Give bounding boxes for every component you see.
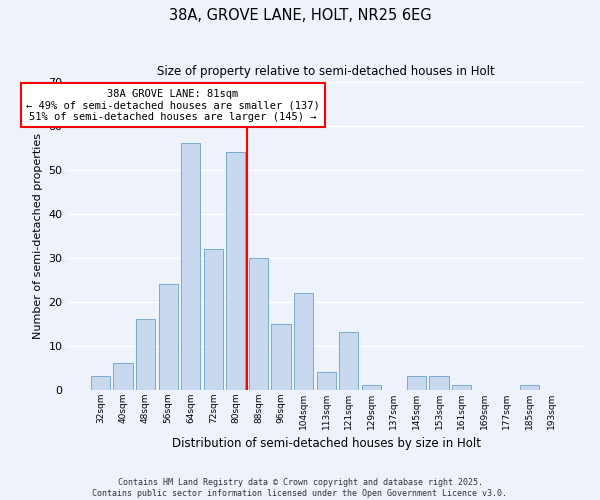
Bar	[226, 152, 245, 390]
Bar	[430, 376, 449, 390]
Text: 38A GROVE LANE: 81sqm
← 49% of semi-detached houses are smaller (137)
51% of sem: 38A GROVE LANE: 81sqm ← 49% of semi-deta…	[26, 88, 319, 122]
Bar	[113, 363, 133, 390]
X-axis label: Distribution of semi-detached houses by size in Holt: Distribution of semi-detached houses by …	[172, 437, 481, 450]
Bar	[520, 385, 539, 390]
Bar	[317, 372, 336, 390]
Bar	[407, 376, 426, 390]
Bar	[271, 324, 290, 390]
Bar	[362, 385, 381, 390]
Text: Contains HM Land Registry data © Crown copyright and database right 2025.
Contai: Contains HM Land Registry data © Crown c…	[92, 478, 508, 498]
Bar	[294, 293, 313, 390]
Bar	[158, 284, 178, 390]
Title: Size of property relative to semi-detached houses in Holt: Size of property relative to semi-detach…	[157, 65, 495, 78]
Bar	[181, 144, 200, 390]
Bar	[136, 319, 155, 390]
Bar	[339, 332, 358, 390]
Bar	[452, 385, 471, 390]
Text: 38A, GROVE LANE, HOLT, NR25 6EG: 38A, GROVE LANE, HOLT, NR25 6EG	[169, 8, 431, 22]
Bar	[249, 258, 268, 390]
Bar	[203, 249, 223, 390]
Bar	[91, 376, 110, 390]
Y-axis label: Number of semi-detached properties: Number of semi-detached properties	[33, 132, 43, 338]
